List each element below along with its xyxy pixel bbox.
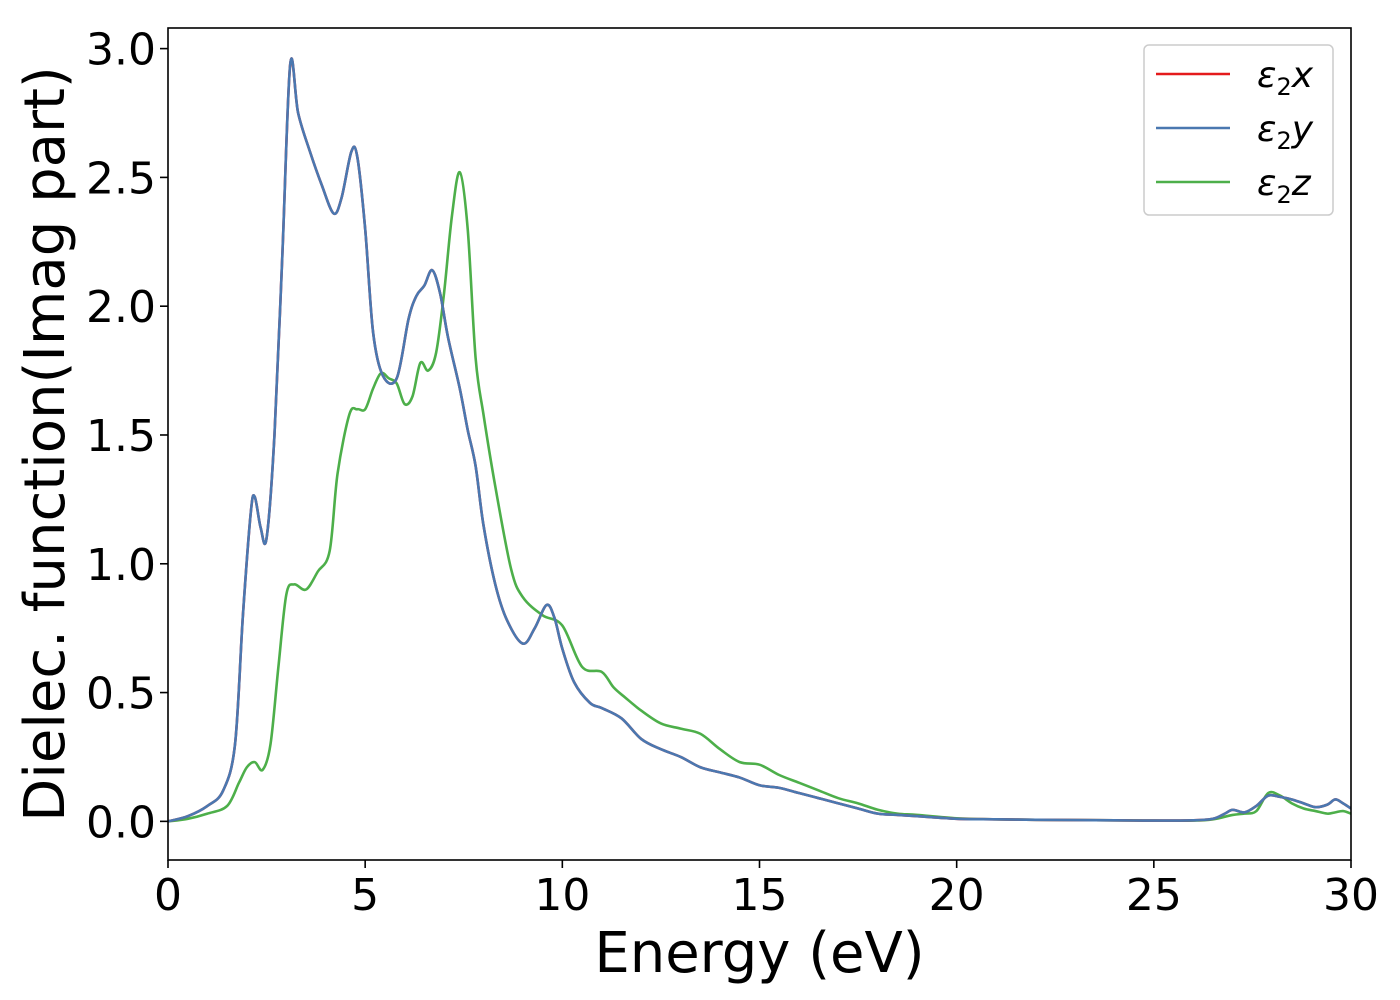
x-tick-label: 25 (1126, 870, 1182, 921)
legend-label: ε2y (1257, 109, 1314, 155)
series-line-y (168, 57, 1351, 823)
y-tick-label: 2.0 (86, 282, 156, 333)
y-tick-label: 0.5 (86, 669, 156, 720)
legend: ε2x ε2y ε2z (1143, 44, 1334, 216)
y-tick-label: 0.0 (86, 797, 156, 848)
x-tick-label: 15 (732, 870, 788, 921)
series-layer (168, 57, 1351, 823)
x-axis-title: Energy (eV) (594, 921, 924, 986)
legend-box (1143, 44, 1334, 216)
legend-item-z: ε2z (1156, 163, 1312, 209)
y-tick-label: 1.0 (86, 540, 156, 591)
ticks-layer: 0 5 10 15 20 25 30 0.0 0.5 1.0 1.5 2.0 2.5 3.0 (86, 25, 1379, 921)
legend-label: ε2x (1257, 55, 1314, 101)
y-tick-label: 3.0 (86, 25, 156, 76)
x-tick-label: 5 (351, 870, 379, 921)
x-tick-label: 20 (929, 870, 985, 921)
y-tick-label: 2.5 (86, 153, 156, 204)
legend-label: ε2z (1257, 163, 1312, 209)
x-tick-label: 30 (1323, 870, 1379, 921)
x-tick-label: 10 (534, 870, 590, 921)
legend-item-x: ε2x (1156, 55, 1314, 101)
y-axis-title: Dielec. function(Imag part) (13, 66, 78, 822)
series-line-z (168, 170, 1351, 823)
x-tick-label: 0 (154, 870, 182, 921)
y-tick-label: 1.5 (86, 411, 156, 462)
legend-item-y: ε2y (1156, 109, 1314, 155)
